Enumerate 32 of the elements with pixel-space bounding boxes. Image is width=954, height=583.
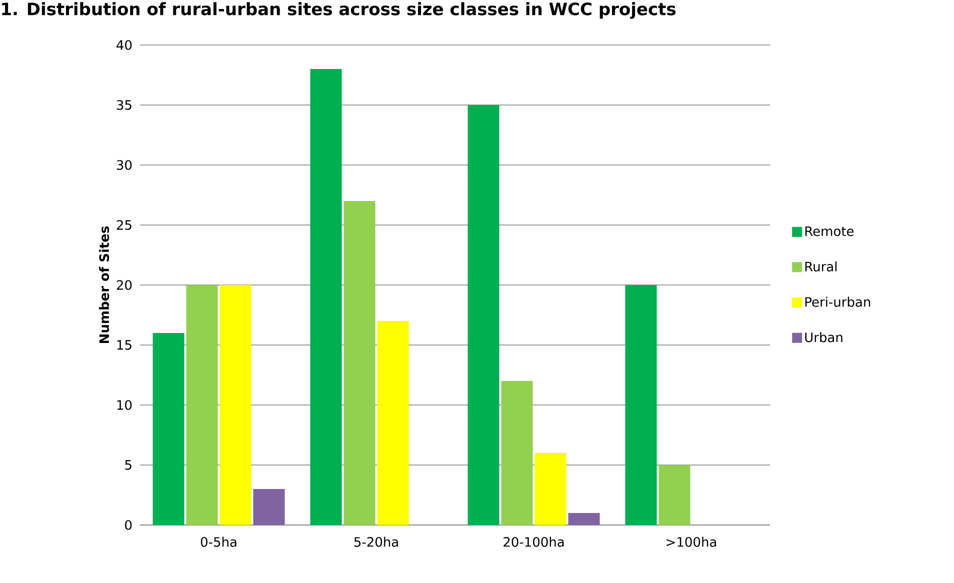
y-tick-label: 5 bbox=[125, 460, 132, 470]
y-tick-label: 15 bbox=[117, 340, 132, 350]
y-tick-label: 40 bbox=[116, 40, 132, 50]
y-tick-label: 10 bbox=[117, 400, 132, 410]
x-tick-label: 5-20ha bbox=[354, 536, 398, 547]
y-tick-label: 20 bbox=[116, 280, 132, 290]
y-tick-label: 30 bbox=[116, 160, 132, 170]
bar bbox=[625, 284, 657, 525]
y-axis-title: Number of Sites bbox=[99, 226, 110, 344]
y-tick-label: 35 bbox=[116, 100, 132, 110]
legend-label: Rural bbox=[805, 261, 837, 272]
bar bbox=[658, 464, 690, 525]
bar bbox=[568, 512, 600, 525]
legend-label: Urban bbox=[805, 332, 842, 342]
bar bbox=[152, 332, 184, 525]
legend-label: Peri-urban bbox=[805, 296, 870, 307]
bar bbox=[377, 320, 409, 525]
chart-title: 1. Distribution of rural-urban sites across size classes in WCC projects bbox=[2, 2, 676, 19]
y-tick-label: 25 bbox=[116, 220, 132, 230]
bar bbox=[534, 452, 566, 525]
y-tick-label: 0 bbox=[125, 520, 132, 530]
bar bbox=[220, 284, 252, 525]
bar bbox=[253, 488, 285, 525]
legend-label: Remote bbox=[805, 226, 854, 236]
x-tick-label: 0-5ha bbox=[200, 536, 236, 547]
bar bbox=[310, 68, 342, 525]
bar bbox=[468, 104, 500, 525]
x-tick-label: 20-100ha bbox=[504, 536, 564, 547]
x-tick-label: >100ha bbox=[666, 536, 716, 547]
bar bbox=[344, 200, 376, 525]
bar bbox=[186, 284, 218, 525]
bar bbox=[501, 380, 533, 525]
